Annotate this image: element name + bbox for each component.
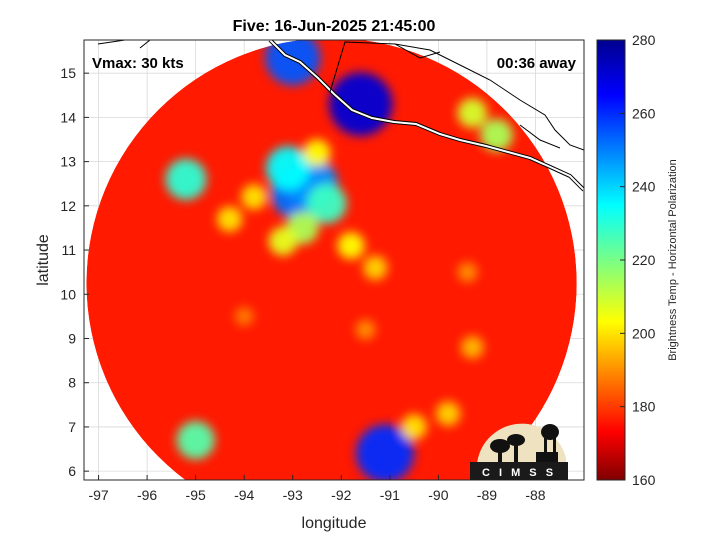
convection-cell bbox=[435, 401, 461, 426]
swath-layer bbox=[86, 40, 577, 480]
chart-title: Five: 16-Jun-2025 21:45:00 bbox=[233, 18, 436, 35]
x-tick-label: -96 bbox=[137, 487, 157, 503]
y-tick-label: 8 bbox=[68, 375, 76, 391]
convection-cell bbox=[363, 255, 388, 280]
y-tick-label: 9 bbox=[68, 330, 76, 346]
convection-cell bbox=[457, 98, 488, 128]
axes-frame bbox=[83, 39, 585, 481]
convection-cell bbox=[457, 262, 478, 283]
colorbar-tick-label: 260 bbox=[632, 105, 656, 121]
convection-cell bbox=[337, 232, 365, 260]
convection-cell bbox=[356, 424, 414, 480]
y-tick-label: 14 bbox=[60, 109, 76, 125]
colorbar-tick-label: 180 bbox=[632, 399, 656, 415]
y-tick-label: 13 bbox=[60, 154, 76, 170]
convection-features bbox=[165, 40, 513, 480]
y-tick-label: 6 bbox=[68, 463, 76, 479]
convection-cell bbox=[176, 421, 215, 460]
colorbar-tick-label: 220 bbox=[632, 252, 656, 268]
convection-cell bbox=[480, 118, 513, 152]
vmax-annotation: Vmax: 30 kts bbox=[92, 55, 184, 72]
convection-cell bbox=[241, 184, 267, 210]
colorbar: 160 180 200 220 240 260 280 Brightness Temp - … bbox=[596, 32, 679, 488]
convection-cell bbox=[303, 139, 331, 167]
x-tick-label: -92 bbox=[331, 487, 351, 503]
x-tick-label: -93 bbox=[283, 487, 303, 503]
x-tick-label: -94 bbox=[234, 487, 254, 503]
x-tick-label: -90 bbox=[428, 487, 448, 503]
colorbar-label: Brightness Temp - Horizontal Polarizatio… bbox=[667, 159, 679, 361]
time-away-annotation: 00:36 away bbox=[497, 55, 577, 72]
convection-cell bbox=[355, 319, 376, 340]
convection-cell bbox=[216, 206, 243, 232]
convection-cell bbox=[268, 226, 298, 256]
x-tick-label: -95 bbox=[186, 487, 206, 503]
y-tick-label: 12 bbox=[60, 198, 76, 214]
colorbar-tick-label: 240 bbox=[632, 179, 656, 195]
cimss-logo: C I M S S bbox=[470, 423, 568, 480]
x-tick-label: -89 bbox=[477, 487, 497, 503]
coastline bbox=[97, 40, 584, 192]
y-tick-label: 11 bbox=[61, 242, 76, 258]
convection-cell bbox=[461, 336, 484, 359]
colorbar-tick-label: 160 bbox=[632, 472, 656, 488]
convection-cell bbox=[328, 72, 393, 136]
x-tick-label: -88 bbox=[525, 487, 545, 503]
x-tick-label: -91 bbox=[380, 487, 400, 503]
convection-cell bbox=[401, 414, 427, 440]
y-tick-label: 10 bbox=[60, 286, 76, 302]
colorbar-ticks: 160 180 200 220 240 260 280 bbox=[620, 32, 656, 488]
y-tick-label: 7 bbox=[68, 419, 76, 435]
x-tick-label: -97 bbox=[88, 487, 108, 503]
y-axis-label: latitude bbox=[35, 234, 52, 286]
y-axis-ticks: 6 7 8 9 10 11 12 13 14 15 bbox=[60, 65, 89, 479]
y-tick-label: 15 bbox=[60, 65, 76, 81]
x-axis-ticks: -97 -96 -95 -94 -93 -92 -91 -90 -89 -88 bbox=[88, 475, 546, 503]
cimss-logo-text: C I M S S bbox=[482, 467, 556, 479]
convection-cell bbox=[306, 183, 347, 224]
convection-cell bbox=[234, 307, 254, 326]
convection-cell bbox=[165, 158, 207, 200]
convection-cell bbox=[265, 146, 310, 191]
colorbar-tick-label: 280 bbox=[632, 32, 656, 48]
x-axis-label: longitude bbox=[302, 515, 367, 532]
colorbar-tick-label: 200 bbox=[632, 325, 656, 341]
